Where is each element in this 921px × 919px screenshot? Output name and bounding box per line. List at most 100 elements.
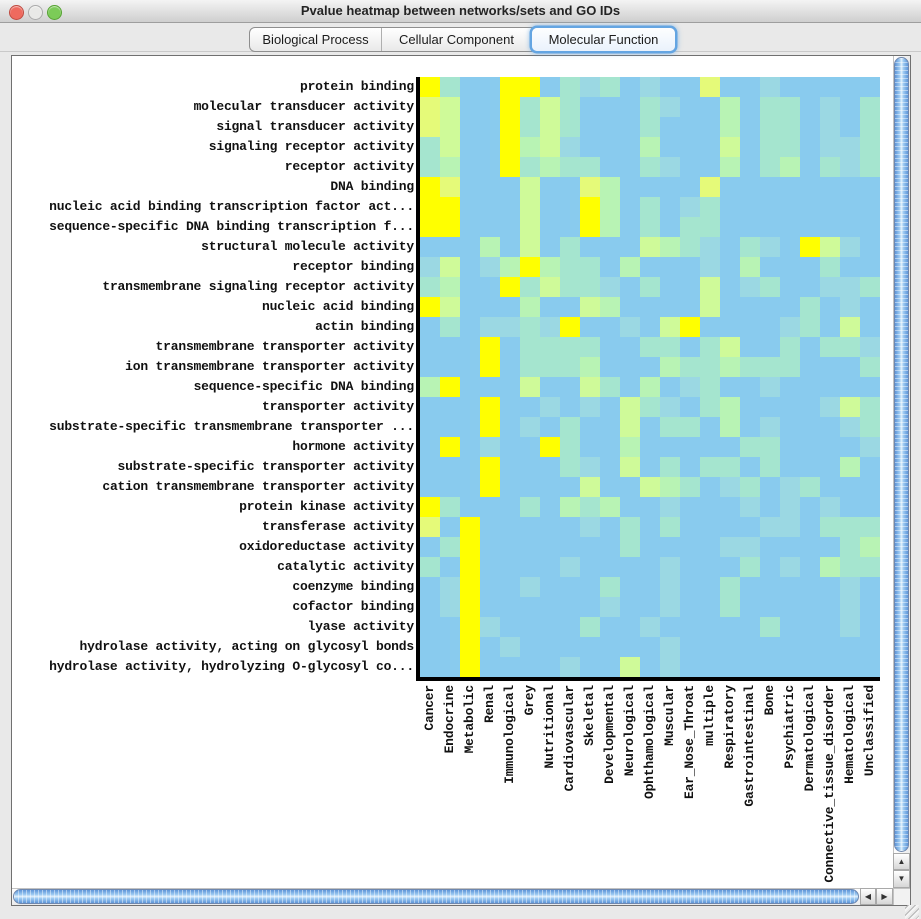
heatmap-cell (760, 477, 780, 497)
heatmap-cell (640, 397, 660, 417)
heatmap-cell (560, 417, 580, 437)
heatmap-cell (760, 317, 780, 337)
heatmap-cell (580, 97, 600, 117)
row-label: coenzyme binding (292, 579, 414, 594)
heatmap-cell (460, 457, 480, 477)
row-label: ion transmembrane transporter activity (125, 359, 414, 374)
heatmap-cell (640, 577, 660, 597)
heatmap-cell (680, 497, 700, 517)
scroll-up-button[interactable]: ▲ (893, 853, 910, 870)
heatmap-cell (600, 397, 620, 417)
heatmap-cell (720, 497, 740, 517)
minimize-button[interactable] (28, 5, 43, 20)
heatmap-cell (680, 157, 700, 177)
heatmap-cell (520, 517, 540, 537)
heatmap-cell (840, 317, 860, 337)
scroll-left-button[interactable]: ◀ (860, 888, 876, 905)
heatmap-cell (820, 317, 840, 337)
heatmap-cell (520, 457, 540, 477)
heatmap-cell (620, 397, 640, 417)
heatmap-cell (540, 177, 560, 197)
heatmap-cell (560, 557, 580, 577)
heatmap-cell (840, 137, 860, 157)
heatmap-cell (580, 417, 600, 437)
row-label: sequence-specific DNA binding (193, 379, 415, 394)
heatmap-cell (420, 337, 440, 357)
heatmap-cell (420, 197, 440, 217)
heatmap-cell (620, 357, 640, 377)
heatmap-cell (580, 277, 600, 297)
heatmap-cell (680, 337, 700, 357)
heatmap-cell (840, 357, 860, 377)
heatmap-cell (740, 117, 760, 137)
heatmap-cell (840, 477, 860, 497)
heatmap-cell (560, 77, 580, 97)
heatmap-cell (460, 177, 480, 197)
heatmap-cell (460, 617, 480, 637)
heatmap-cell (420, 437, 440, 457)
heatmap-cell (540, 297, 560, 317)
tab-molecular-function[interactable]: Molecular Function (532, 28, 675, 51)
heatmap-cell (840, 217, 860, 237)
heatmap-cell (720, 157, 740, 177)
heatmap-cell (720, 277, 740, 297)
heatmap-cell (460, 277, 480, 297)
tab-cellular-component[interactable]: Cellular Component (382, 28, 532, 51)
heatmap-cell (860, 297, 880, 317)
heatmap-cell (840, 517, 860, 537)
heatmap-cell (520, 117, 540, 137)
heatmap-cell (580, 177, 600, 197)
row-label: transferase activity (261, 519, 414, 534)
scroll-right-button[interactable]: ▶ (876, 888, 893, 905)
heatmap-cell (460, 477, 480, 497)
heatmap-cell (480, 477, 500, 497)
heatmap-cell (660, 197, 680, 217)
heatmap-cell (520, 657, 540, 677)
heatmap-cell (420, 157, 440, 177)
col-label: Skeletal (582, 685, 597, 746)
heatmap-cell (860, 317, 880, 337)
heatmap-cell (840, 537, 860, 557)
heatmap-cell (760, 77, 780, 97)
heatmap-cell (460, 317, 480, 337)
tab-biological-process[interactable]: Biological Process (250, 28, 382, 51)
horizontal-scrollbar-thumb[interactable] (13, 889, 859, 904)
vertical-scrollbar-thumb[interactable] (894, 57, 909, 852)
close-button[interactable] (9, 5, 24, 20)
heatmap-cell (420, 457, 440, 477)
heatmap-cell (800, 617, 820, 637)
heatmap-cell (440, 157, 460, 177)
heatmap-cell (480, 237, 500, 257)
heatmap-cell (700, 577, 720, 597)
heatmap-cell (420, 177, 440, 197)
heatmap-cell (800, 177, 820, 197)
heatmap-cell (680, 597, 700, 617)
heatmap-cell (660, 517, 680, 537)
heatmap-cell (420, 597, 440, 617)
scrollbar-corner (893, 888, 910, 905)
heatmap-cell (700, 637, 720, 657)
heatmap-cell (620, 317, 640, 337)
heatmap-cell (500, 177, 520, 197)
row-label: transmembrane signaling receptor activit… (102, 279, 414, 294)
heatmap-cell (820, 337, 840, 357)
heatmap-cell (440, 597, 460, 617)
heatmap-cell (840, 157, 860, 177)
scroll-down-button[interactable]: ▼ (893, 870, 910, 888)
heatmap-cell (720, 537, 740, 557)
heatmap-cell (740, 437, 760, 457)
heatmap-cell (520, 197, 540, 217)
heatmap-cell (660, 357, 680, 377)
zoom-button[interactable] (47, 5, 62, 20)
heatmap-cell (800, 577, 820, 597)
heatmap-cell (820, 577, 840, 597)
heatmap-cell (780, 157, 800, 177)
heatmap-cell (760, 297, 780, 317)
heatmap-cell (560, 297, 580, 317)
heatmap-cell (540, 157, 560, 177)
heatmap-cell (640, 357, 660, 377)
heatmap-cell (780, 97, 800, 117)
heatmap-cell (420, 137, 440, 157)
heatmap-cell (680, 517, 700, 537)
window-resize-grip[interactable] (905, 905, 919, 919)
